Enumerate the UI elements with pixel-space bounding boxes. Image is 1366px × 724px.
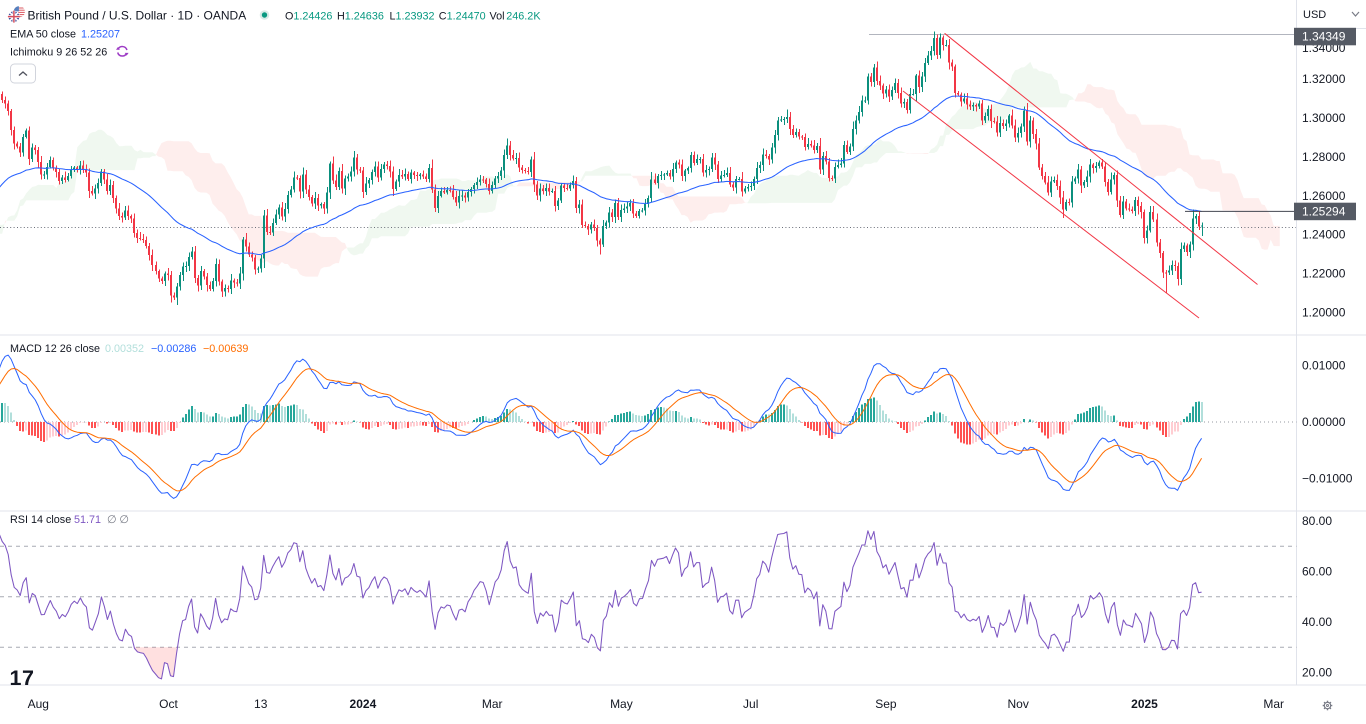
svg-text:USD: USD [1303,9,1326,21]
svg-text:1.23932: 1.23932 [396,11,435,23]
svg-text:−0.00639: −0.00639 [203,343,248,355]
svg-text:Sep: Sep [875,697,897,711]
svg-text:51.71: 51.71 [74,514,101,526]
svg-text:Mar: Mar [482,697,503,711]
svg-text:1.28000: 1.28000 [1302,150,1346,164]
svg-text:Nov: Nov [1008,697,1029,711]
svg-text:40.00: 40.00 [1302,615,1332,629]
svg-text:80.00: 80.00 [1302,514,1332,528]
svg-text:Ichimoku 9 26 52 26: Ichimoku 9 26 52 26 [10,46,107,58]
svg-text:Aug: Aug [28,697,49,711]
svg-text:1.34349: 1.34349 [1302,30,1346,44]
svg-text:Mar: Mar [1263,697,1284,711]
svg-text:2024: 2024 [350,697,377,711]
svg-text:2025: 2025 [1131,697,1158,711]
svg-text:13: 13 [254,697,268,711]
svg-text:20.00: 20.00 [1302,666,1332,680]
svg-text:Jul: Jul [743,697,758,711]
svg-text:1.25207: 1.25207 [81,28,120,40]
svg-text:MACD 12 26 close: MACD 12 26 close [10,343,100,355]
svg-text:∅ ∅: ∅ ∅ [107,514,129,526]
svg-text:0.00352: 0.00352 [105,343,144,355]
svg-text:EMA 50 close: EMA 50 close [10,28,76,40]
svg-text:1.32000: 1.32000 [1302,72,1346,86]
svg-text:1.30000: 1.30000 [1302,111,1346,125]
svg-text:60.00: 60.00 [1302,565,1332,579]
svg-text:C: C [439,11,447,23]
svg-text:0.00000: 0.00000 [1302,415,1346,429]
svg-text:Oct: Oct [159,697,178,711]
svg-text:H: H [337,11,345,23]
svg-text:L: L [390,11,396,23]
svg-text:May: May [610,697,633,711]
svg-text:RSI 14 close: RSI 14 close [10,514,71,526]
svg-text:−0.00286: −0.00286 [151,343,196,355]
svg-text:O: O [285,11,293,23]
svg-text:246.2K: 246.2K [506,11,541,23]
svg-text:17: 17 [10,666,35,690]
svg-text:−0.01000: −0.01000 [1302,472,1353,486]
svg-text:1.24470: 1.24470 [447,11,486,23]
svg-text:Vol: Vol [490,11,505,23]
svg-text:1.22000: 1.22000 [1302,267,1346,281]
svg-text:1.20000: 1.20000 [1302,305,1346,319]
svg-text:British Pound / U.S. Dollar ·: British Pound / U.S. Dollar · 1D · OANDA [28,9,247,23]
svg-text:1.24636: 1.24636 [345,11,384,23]
svg-text:1.26000: 1.26000 [1302,189,1346,203]
svg-text:1.24000: 1.24000 [1302,228,1346,242]
svg-text:0.01000: 0.01000 [1302,359,1346,373]
svg-text:1.25294: 1.25294 [1302,204,1346,218]
svg-text:1.24426: 1.24426 [293,11,332,23]
